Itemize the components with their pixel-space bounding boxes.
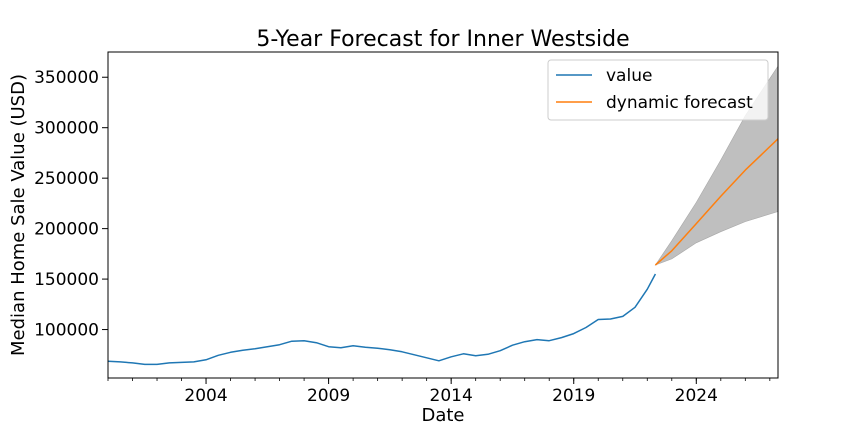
- legend-label-forecast: dynamic forecast: [606, 93, 753, 113]
- x-tick-label: 2024: [675, 386, 718, 406]
- y-tick-label: 300000: [34, 119, 99, 139]
- y-tick-label: 350000: [34, 68, 99, 88]
- y-tick-label: 250000: [34, 169, 99, 189]
- y-axis-label: Median Home Sale Value (USD): [8, 74, 29, 356]
- x-tick-label: 2009: [307, 386, 350, 406]
- x-tick-label: 2014: [430, 386, 473, 406]
- legend-label-value: value: [606, 66, 652, 86]
- x-tick-label: 2004: [184, 386, 227, 406]
- x-axis-ticks: 2004 2009 2014 2019 2024: [107, 378, 771, 406]
- series-line-layer: [107, 138, 779, 366]
- value-series-line: [107, 273, 657, 366]
- forecast-series-line: [654, 138, 779, 266]
- chart-title: 5-Year Forecast for Inner Westside: [256, 27, 629, 52]
- plot-area-frame: [107, 51, 779, 379]
- legend: value dynamic forecast: [547, 59, 769, 121]
- x-axis-label: Date: [421, 405, 464, 426]
- y-tick-label: 100000: [34, 321, 99, 341]
- x-tick-label: 2019: [552, 386, 595, 406]
- y-tick-label: 200000: [34, 220, 99, 240]
- y-tick-label: 150000: [34, 270, 99, 290]
- legend-box: [547, 59, 769, 121]
- y-axis-ticks: 100000 150000 200000 250000 300000 350000: [34, 68, 108, 341]
